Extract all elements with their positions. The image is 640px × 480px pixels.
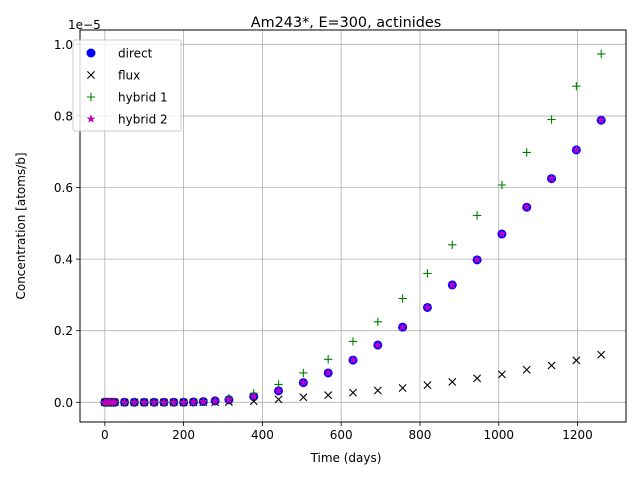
- data-point-hybrid-1: [373, 317, 383, 326]
- data-point-hybrid-1: [522, 148, 531, 157]
- data-point-hybrid-1: [348, 337, 358, 346]
- data-point-hybrid-1: [472, 211, 482, 220]
- data-point-hybrid-2: [472, 255, 482, 264]
- data-point-hybrid-2: [169, 397, 179, 407]
- data-point-hybrid-2: [522, 202, 532, 211]
- data-point-flux: [572, 356, 581, 365]
- series-hybrid-2: [100, 115, 606, 407]
- data-point-flux: [373, 386, 382, 395]
- data-point-hybrid-2: [210, 396, 220, 405]
- data-marks: [100, 49, 606, 407]
- data-point-flux: [299, 393, 308, 402]
- y-tick-label: 0.6: [54, 181, 73, 195]
- data-point-flux: [497, 370, 506, 379]
- data-point-hybrid-2: [224, 395, 234, 404]
- data-point-hybrid-2: [571, 145, 581, 154]
- x-tick-label: 1000: [483, 428, 514, 442]
- legend: direct flux hybrid 1 hybrid 2: [72, 39, 182, 132]
- data-point-hybrid-1: [596, 49, 606, 59]
- data-point-flux: [249, 397, 258, 406]
- x-tick-label: 400: [251, 428, 274, 442]
- legend-marker-flux: [87, 71, 95, 79]
- data-point-hybrid-2: [139, 397, 149, 407]
- data-point-hybrid-1: [448, 240, 457, 249]
- legend-label-hybrid-1: hybrid 1: [118, 91, 168, 105]
- data-point-flux: [398, 384, 407, 392]
- x-tick-label: 200: [172, 428, 195, 442]
- data-point-hybrid-2: [323, 368, 333, 377]
- legend-marker-direct: [86, 48, 96, 58]
- legend-marker-hybrid-1: [86, 92, 96, 102]
- y-tick-label: 0.4: [54, 253, 73, 267]
- x-tick-label: 1200: [562, 428, 593, 442]
- y-tick-label: 0.2: [54, 324, 73, 338]
- data-point-hybrid-1: [323, 355, 333, 364]
- data-point-hybrid-2: [129, 397, 139, 407]
- legend-marker-hybrid-2: [86, 114, 96, 123]
- data-point-flux: [423, 381, 432, 390]
- y-axis: 0.0 0.2 0.4 0.6 0.8 1.0: [54, 38, 80, 410]
- data-point-hybrid-2: [596, 115, 606, 124]
- x-tick-label: 600: [330, 428, 353, 442]
- plot-frame: [79, 29, 627, 423]
- data-point-hybrid-2: [149, 397, 159, 407]
- data-point-hybrid-2: [423, 302, 432, 312]
- data-point-hybrid-2: [547, 173, 556, 183]
- legend-label-flux: flux: [118, 69, 140, 83]
- data-point-hybrid-2: [120, 397, 129, 407]
- data-point-hybrid-2: [274, 386, 283, 395]
- y-tick-label: 0.0: [54, 396, 73, 410]
- legend-label-direct: direct: [118, 47, 153, 61]
- y-tick-label: 1.0: [54, 38, 73, 52]
- data-point-hybrid-1: [497, 180, 507, 190]
- x-axis-label: Time (days): [310, 451, 382, 465]
- data-point-hybrid-2: [110, 397, 120, 407]
- chart-title: Am243*, E=300, actinides: [251, 15, 441, 31]
- x-tick-label: 800: [409, 428, 432, 442]
- data-point-flux: [522, 365, 531, 374]
- data-point-hybrid-1: [398, 294, 407, 303]
- data-point-flux: [473, 374, 482, 383]
- data-point-hybrid-1: [423, 269, 432, 278]
- x-tick-label: 0: [101, 428, 109, 442]
- y-axis-label: Concentration [atoms/b]: [14, 152, 28, 299]
- data-point-hybrid-1: [299, 368, 308, 378]
- data-point-hybrid-2: [497, 229, 507, 238]
- y-offset-label: 1e−5: [68, 18, 101, 32]
- data-point-hybrid-2: [298, 378, 308, 387]
- data-point-flux: [448, 377, 457, 386]
- data-point-flux: [274, 395, 283, 404]
- data-point-flux: [324, 391, 333, 400]
- data-point-flux: [349, 388, 357, 397]
- data-point-hybrid-2: [447, 280, 457, 289]
- legend-label-hybrid-2: hybrid 2: [118, 113, 168, 127]
- data-point-flux: [547, 361, 556, 370]
- data-point-flux: [597, 350, 606, 359]
- data-point-hybrid-2: [249, 391, 259, 401]
- data-point-hybrid-1: [572, 82, 581, 91]
- data-point-hybrid-2: [159, 397, 169, 407]
- data-point-hybrid-2: [373, 340, 383, 349]
- y-tick-label: 0.8: [54, 109, 73, 123]
- data-point-hybrid-2: [198, 396, 208, 406]
- legend-box: [72, 39, 182, 132]
- data-point-hybrid-2: [189, 397, 198, 406]
- data-point-hybrid-1: [547, 115, 556, 124]
- data-point-hybrid-2: [179, 397, 188, 407]
- x-axis: 0 200 400 600 800 1000 1200: [101, 422, 593, 442]
- data-point-hybrid-2: [348, 355, 358, 364]
- data-point-hybrid-2: [398, 322, 408, 331]
